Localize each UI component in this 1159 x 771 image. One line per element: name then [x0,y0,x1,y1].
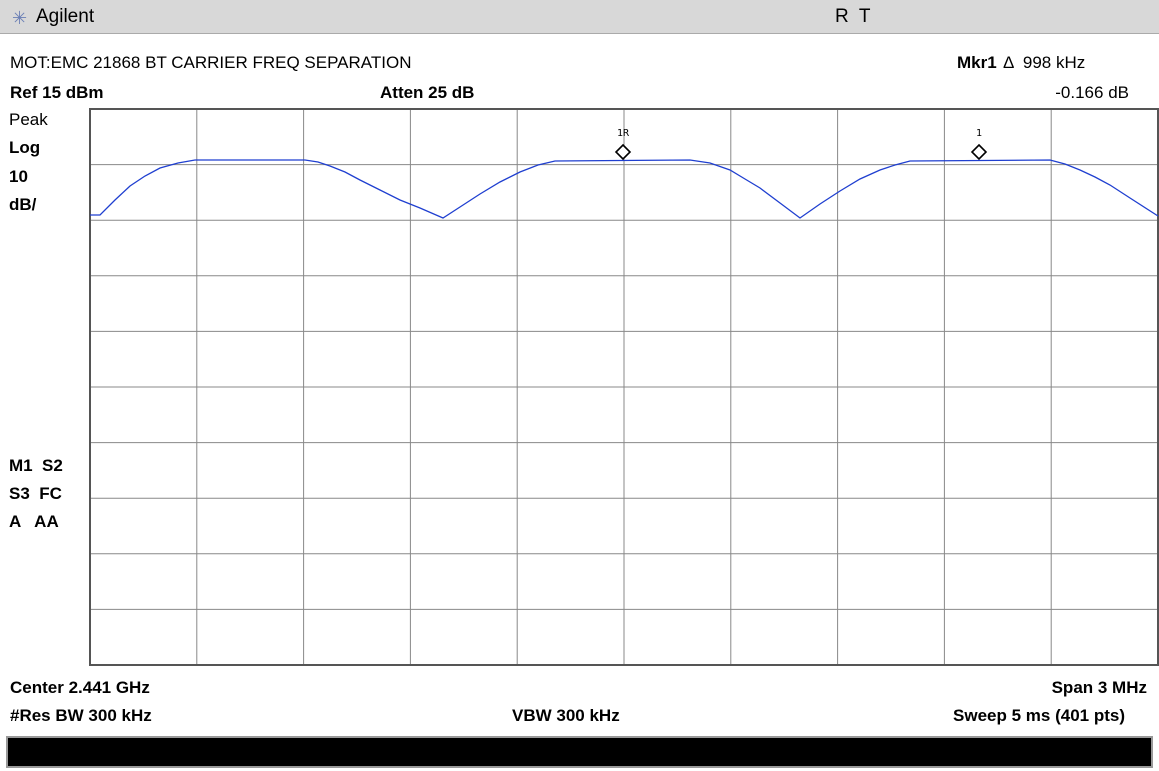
vbw: VBW 300 kHz [512,706,620,725]
scale-value: 10 [9,167,28,186]
status: R T [835,6,871,27]
rbw: #Res BW 300 kHz [10,706,152,725]
center-freq: Center 2.441 GHz [10,678,150,697]
frame [89,108,1159,666]
detector: Peak [9,110,48,129]
marker-label: 1 [976,128,982,139]
marker-delta: Δ 998 kHz [1003,53,1086,72]
marker-diamond [614,143,632,161]
scale-type: Log [9,138,41,157]
ref-level: Ref 15 dBm [10,83,104,102]
logo: ✳ [12,8,28,28]
span: Span 3 MHz [1051,678,1147,697]
status-line: A AA [9,512,59,531]
marker-name: Mkr1 [957,53,997,72]
message-bar [6,736,1153,768]
trace [90,159,1159,219]
marker-level: -0.166 dB [1055,83,1129,102]
marker-label: 1R [617,128,630,139]
sweep: Sweep 5 ms (401 pts) [953,706,1125,725]
title: MOT:EMC 21868 BT CARRIER FREQ SEPARATION [10,53,412,72]
status-line: M1 S2 [9,456,63,475]
attenuation: Atten 25 dB [380,83,475,102]
graticule [90,109,1158,665]
status-line: S3 FC [9,484,62,503]
marker-diamond [970,143,988,161]
brand: Agilent [36,6,95,27]
header-bar [0,0,1159,34]
scale-unit: dB/ [9,195,37,214]
